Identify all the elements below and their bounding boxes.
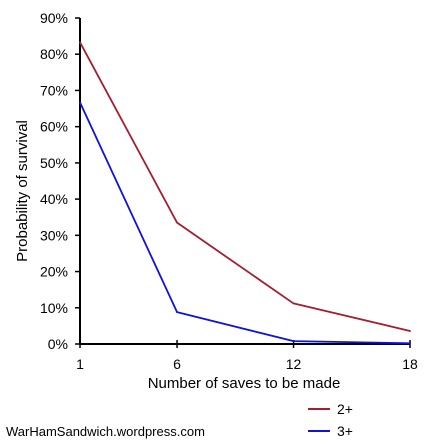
credit-text: WarHamSandwich.wordpress.com — [6, 424, 205, 439]
series-lines — [79, 41, 411, 345]
series-line-3 — [79, 102, 411, 345]
y-tick-label: 80% — [40, 46, 68, 62]
y-axis: 0% 10% 20% 30% 40% 50% 60% 70% 80% 90% — [40, 10, 81, 352]
y-tick-label: 60% — [40, 119, 68, 135]
y-tick-label: 20% — [40, 264, 68, 280]
legend-label: 2+ — [337, 401, 353, 417]
legend-label: 3+ — [337, 423, 353, 439]
data-point — [79, 101, 81, 104]
data-point — [79, 41, 81, 44]
y-tick-label: 30% — [40, 227, 68, 243]
y-tick-label: 90% — [40, 10, 68, 26]
y-tick-label: 70% — [40, 82, 68, 98]
y-axis-title: Probability of survival — [14, 120, 31, 262]
data-point — [409, 330, 411, 332]
x-axis: 1 6 12 18 — [76, 340, 418, 372]
y-tick-label: 50% — [40, 155, 68, 171]
x-tick-label: 6 — [173, 356, 181, 372]
legend: 2+3+ — [308, 401, 353, 439]
series-line-2 — [79, 41, 411, 332]
x-axis-title: Number of saves to be made — [148, 375, 341, 392]
data-point — [409, 342, 411, 345]
x-tick-label: 1 — [76, 356, 84, 372]
data-point — [292, 340, 295, 343]
y-tick-label: 40% — [40, 191, 68, 207]
y-tick-label: 0% — [48, 336, 68, 352]
x-tick-label: 12 — [286, 356, 302, 372]
x-tick-label: 18 — [402, 356, 418, 372]
y-tick-label: 10% — [40, 300, 68, 316]
data-point — [292, 302, 295, 305]
data-point — [176, 311, 178, 314]
data-point — [176, 221, 178, 224]
